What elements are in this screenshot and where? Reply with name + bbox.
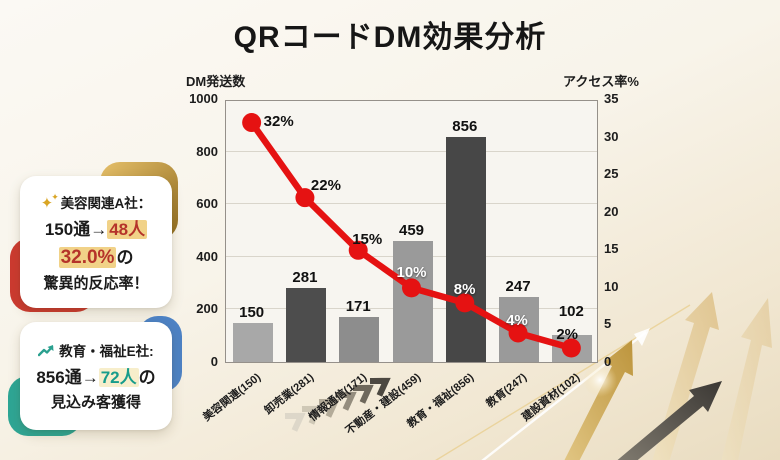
bar-教育(247) — [499, 297, 540, 362]
bar-value-label: 171 — [345, 298, 371, 316]
left-axis-tick: 800 — [196, 143, 218, 159]
right-axis-tick: 30 — [604, 128, 619, 144]
percent-label: 8% — [453, 280, 476, 298]
x-axis-label: 教育(247) — [484, 371, 530, 411]
left-axis-tick: 400 — [196, 248, 218, 264]
highlighted-people-count2: 72人 — [98, 368, 139, 387]
bar-value-label: 856 — [452, 117, 478, 135]
right-axis-tick: 0 — [604, 354, 612, 369]
pale-arrow-right — [721, 298, 772, 460]
chevron-marks — [284, 377, 391, 432]
left-axis-tick: 600 — [196, 196, 218, 212]
bar-value-label: 247 — [505, 278, 531, 296]
left-axis-tick: 200 — [196, 301, 218, 317]
bar-value-label: 281 — [292, 269, 318, 287]
right-axis-tick: 10 — [604, 278, 619, 294]
gold-arrow — [564, 340, 633, 460]
percent-label: 22% — [310, 176, 341, 194]
right-axis-title: アクセス率% — [563, 74, 639, 89]
percent-label: 15% — [352, 231, 383, 249]
bar-不動産・建設(459) — [392, 241, 433, 362]
left-axis-tick: 1000 — [189, 91, 218, 106]
gridline — [226, 150, 597, 152]
left-axis-title: DM発送数 — [186, 74, 246, 89]
right-axis-tick: 35 — [604, 91, 619, 106]
sparkles-icon: ✦✦ — [40, 191, 59, 212]
percent-label: 2% — [556, 325, 579, 343]
page-title: QRコードDM効果分析 — [233, 21, 547, 54]
bar-情報通信(171) — [339, 317, 380, 362]
bar-美容関連(150) — [232, 322, 273, 362]
highlighted-people-count: 48人 — [107, 219, 148, 239]
trend-up-icon — [38, 345, 54, 357]
gridline — [226, 203, 597, 205]
callout2-stat: 856通→ 72人の — [36, 368, 156, 387]
x-axis-label: 美容関連(150) — [200, 371, 263, 424]
glow-spot — [583, 363, 617, 397]
callout2-heading: 教育・福祉E社: — [38, 340, 154, 360]
x-axis-label: 建設資材(102) — [520, 371, 583, 424]
dark-arrow — [617, 381, 722, 460]
bar-卸売業(281) — [285, 288, 326, 362]
percent-label: 32% — [263, 112, 294, 130]
right-axis-tick: 25 — [604, 166, 619, 182]
highlighted-rate: 32.0% — [58, 246, 117, 268]
callout1-stat: 150通→ 48人 — [44, 219, 148, 239]
right-axis-tick: 20 — [604, 203, 619, 219]
callout1-rate: 32.0% の — [58, 246, 134, 268]
right-axis-tick: 5 — [604, 316, 612, 332]
percent-label: 4% — [506, 311, 528, 329]
right-axis-tick: 15 — [604, 241, 619, 257]
callout1-tagline: 驚異的反応率！ — [43, 274, 149, 292]
white-streak-head — [634, 328, 650, 346]
bar-教育・福祉(856) — [445, 136, 486, 362]
bar-value-label: 150 — [239, 303, 265, 321]
bar-value-label: 102 — [558, 303, 584, 321]
callout2-tagline: 見込み客獲得 — [50, 394, 141, 411]
left-axis-tick: 0 — [210, 354, 218, 369]
callout1-heading: ✦✦ 美容関連A社： — [40, 191, 152, 212]
percent-label: 10% — [396, 263, 427, 281]
bar-value-label: 459 — [398, 222, 425, 240]
